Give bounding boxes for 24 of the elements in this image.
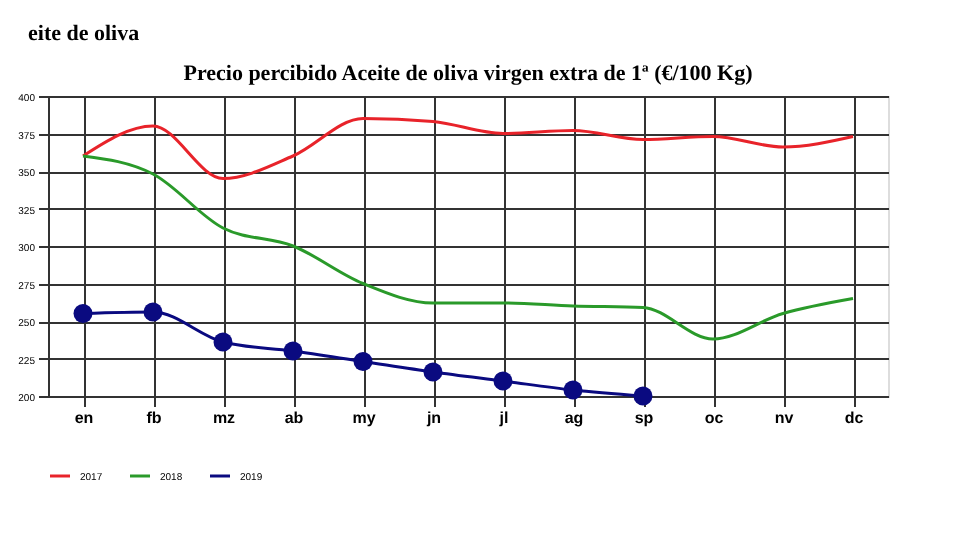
line-series <box>81 154 855 341</box>
point <box>423 362 443 382</box>
x-tick-label: nv <box>774 409 795 427</box>
point <box>493 371 513 391</box>
x-tick-label: dc <box>844 409 865 427</box>
chart-title: Precio percibido Aceite de oliva virgen extra de 1ª (€/100 Kg) <box>183 62 754 86</box>
x-tick-label: oc <box>704 409 725 427</box>
text: eite de oliva <box>28 22 141 46</box>
x-tick-label: my <box>352 409 377 427</box>
point <box>213 332 233 352</box>
x-tick-label: en <box>74 409 94 427</box>
x-tick-label: jl <box>497 409 509 427</box>
x-tick-label: fb <box>146 409 162 427</box>
x-tick-label: ag <box>564 409 584 427</box>
point <box>353 352 373 371</box>
point <box>143 302 163 322</box>
x-tick-label: mz <box>212 409 236 427</box>
x-tick-label: sp <box>634 409 654 427</box>
point <box>283 341 303 361</box>
x-tick-label: jn <box>424 409 442 427</box>
point <box>73 304 93 323</box>
line-series <box>81 117 855 180</box>
point <box>563 380 583 400</box>
x-tick-label: ab <box>284 409 304 427</box>
